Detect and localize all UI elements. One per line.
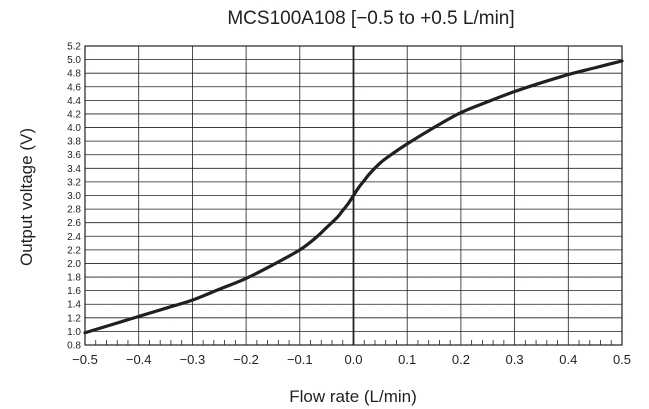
x-tick-label-9: 0.4 [559, 352, 577, 367]
y-tick-label-13: 3.4 [67, 164, 81, 175]
y-tick-label-22: 5.2 [67, 42, 81, 53]
y-tick-label-21: 5.0 [67, 55, 81, 66]
y-tick-label-0: 0.8 [67, 341, 81, 352]
y-tick-label-18: 4.4 [67, 96, 81, 107]
chart-title: MCS100A108 [−0.5 to +0.5 L/min] [227, 8, 514, 29]
y-tick-label-15: 3.8 [67, 137, 81, 148]
y-tick-label-3: 1.4 [67, 300, 81, 311]
x-tick-labels: −0.5 −0.4 −0.3 −0.2 −0.1 0.0 0.1 0.2 0.3 0.4 0.5 [72, 352, 631, 367]
y-tick-label-9: 2.6 [67, 218, 81, 229]
y-tick-label-2: 1.2 [67, 313, 81, 324]
y-tick-label-6: 2.0 [67, 259, 81, 270]
y-tick-label-11: 3.0 [67, 191, 81, 202]
x-tick-label-8: 0.3 [506, 352, 524, 367]
y-tick-label-4: 1.6 [67, 286, 81, 297]
y-tick-label-19: 4.6 [67, 82, 81, 93]
y-tick-label-20: 4.8 [67, 69, 81, 80]
plot-frame [84, 45, 623, 346]
x-tick-label-6: 0.1 [398, 352, 416, 367]
y-tick-label-7: 2.2 [67, 245, 81, 256]
y-tick-label-8: 2.4 [67, 232, 81, 243]
x-tick-label-3: −0.2 [233, 352, 259, 367]
x-tick-label-2: −0.3 [180, 352, 206, 367]
x-tick-label-7: 0.2 [452, 352, 470, 367]
y-tick-label-10: 2.8 [67, 205, 81, 216]
x-tick-label-10: 0.5 [613, 352, 631, 367]
y-tick-label-12: 3.2 [67, 177, 81, 188]
x-tick-label-4: −0.1 [287, 352, 313, 367]
y-tick-label-1: 1.0 [67, 327, 81, 338]
output-voltage-curve [83, 59, 624, 335]
x-tick-label-0: −0.5 [72, 352, 98, 367]
x-axis-label: Flow rate (L/min) [289, 387, 417, 406]
x-tick-label-5: 0.0 [344, 352, 362, 367]
y-tick-label-14: 3.6 [67, 150, 81, 161]
y-tick-label-16: 4.0 [67, 123, 81, 134]
y-tick-labels: 0.8 1.0 1.2 1.4 1.6 1.8 2.0 2.2 2.4 2.6 2.8 3.0 3.2 3… [67, 42, 81, 352]
y-tick-label-5: 1.8 [67, 273, 81, 284]
x-tick-label-1: −0.4 [126, 352, 152, 367]
y-axis-label: Output voltage (V) [17, 128, 36, 266]
y-tick-label-17: 4.2 [67, 109, 81, 120]
minor-ticks [95, 340, 612, 345]
